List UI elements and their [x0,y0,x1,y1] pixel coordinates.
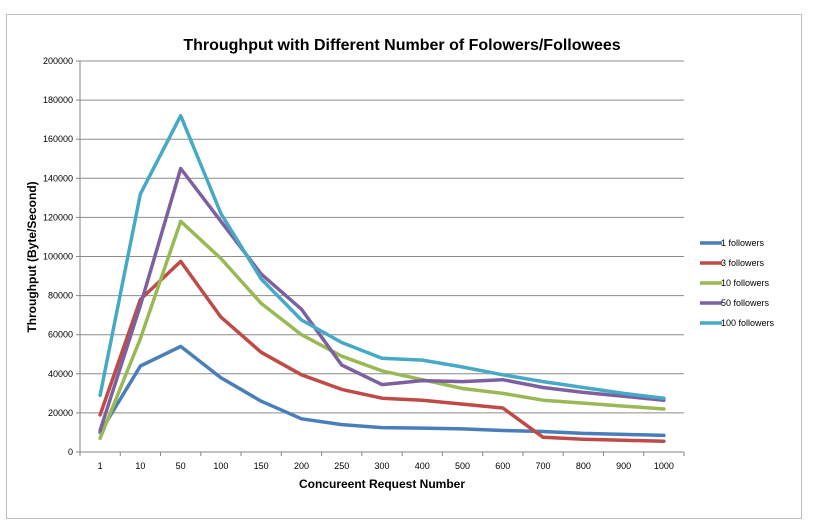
y-tick-label: 160000 [43,134,73,144]
gridlines [80,60,684,414]
series-line-10-followers [98,219,666,441]
legend-label: 10 followers [721,278,770,288]
x-tick-label: 10 [135,461,145,471]
y-tick-label: 140000 [43,173,73,183]
legend: 1 followers 3 followers 10 followers 50 fol… [700,238,775,328]
x-tick-label: 200 [294,461,309,471]
x-tick-label: 100 [213,461,228,471]
x-tick-label: 700 [536,461,551,471]
y-tick-label: 100000 [43,252,73,262]
legend-label: 50 followers [721,298,770,308]
x-tick-label: 800 [576,461,591,471]
x-tick-label: 300 [374,461,389,471]
series-line-3-followers [98,259,666,443]
chart-title: Throughput with Different Number of Folo… [183,37,620,54]
y-tick-label: 80000 [48,291,73,301]
x-tick-label: 500 [455,461,470,471]
x-tick-label: 600 [495,461,510,471]
tick-labels: 0 20000 40000 60000 80000 100000 120000 140000 1… [43,56,674,471]
y-tick-label: 200000 [43,56,73,66]
y-tick-label: 120000 [43,212,73,222]
x-tick-label: 150 [254,461,269,471]
legend-label: 100 followers [721,318,775,328]
y-tick-label: 0 [68,447,73,457]
legend-label: 1 followers [721,238,765,248]
x-tick-label: 1 [98,461,103,471]
y-tick-label: 20000 [48,408,73,418]
axes [76,60,685,456]
x-tick-label: 50 [176,461,186,471]
x-tick-label: 900 [616,461,631,471]
x-tick-label: 250 [334,461,349,471]
legend-label: 3 followers [721,258,765,268]
series-line-100-followers [98,113,666,400]
y-tick-label: 180000 [43,95,73,105]
series-line-1-followers [98,344,666,438]
y-axis-title: Throughput (Byte/Second) [25,181,39,332]
series-lines [98,113,666,443]
x-tick-label: 400 [415,461,430,471]
chart-frame [6,14,802,519]
series-line-50-followers [98,166,666,433]
x-axis-title: Concureent Request Number [299,477,465,491]
y-tick-label: 40000 [48,369,73,379]
y-tick-label: 60000 [48,330,73,340]
x-tick-label: 1000 [654,461,674,471]
